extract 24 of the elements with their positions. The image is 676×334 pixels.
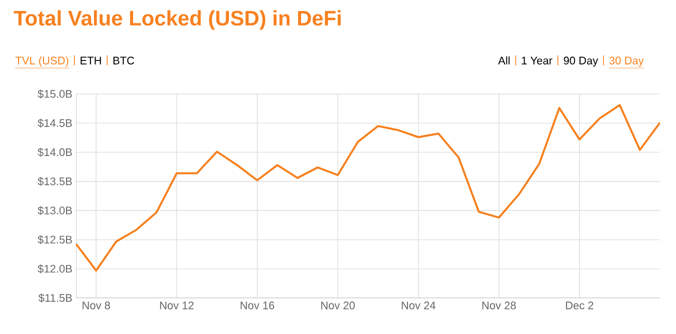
y-tick-label: $12.0B: [38, 264, 72, 274]
chart-title: Total Value Locked (USD) in DeFi: [14, 10, 341, 30]
x-tick-label: Nov 8: [82, 302, 110, 310]
line-series: [76, 104, 660, 272]
y-tick-label: $13.0B: [38, 206, 72, 216]
x-tick-label: Nov 20: [321, 302, 355, 310]
x-tick-label: Nov 12: [160, 302, 194, 310]
text: TVL (USD): [15, 56, 68, 67]
text: All: [498, 56, 510, 64]
text: 30 Day: [609, 56, 644, 67]
y-tick-label: $14.5B: [38, 118, 72, 128]
text: 90 Day: [564, 56, 598, 67]
text: ETH: [80, 56, 101, 64]
y-tick-label: $12.5B: [38, 235, 72, 244]
x-tick-label: Nov 16: [240, 302, 274, 310]
text: BTC: [113, 56, 134, 64]
x-tick-label: Dec 2: [566, 302, 594, 310]
y-tick-label: $15.0B: [38, 90, 72, 98]
x-tick-label: Nov 28: [482, 302, 516, 310]
y-tick-label: $14.0B: [38, 148, 72, 157]
text: 1 Year: [522, 56, 552, 64]
y-tick-label: $11.5B: [38, 294, 72, 302]
x-tick-label: Nov 24: [402, 302, 436, 310]
y-tick-label: $13.5B: [38, 176, 72, 186]
